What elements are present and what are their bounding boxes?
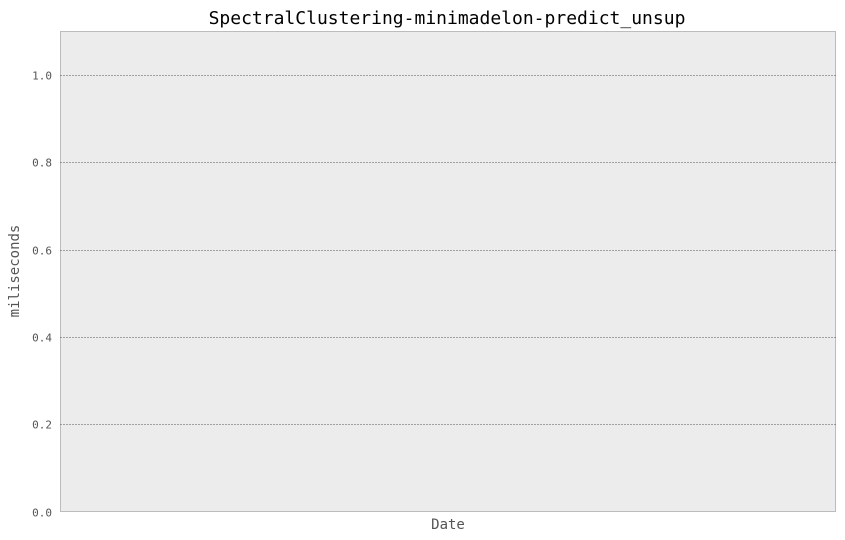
plot-area [60, 31, 836, 512]
y-tick-label: 0.2 [32, 419, 52, 432]
y-tick-label: 0.8 [32, 157, 52, 170]
y-axis-label: miliseconds [7, 225, 23, 318]
y-tick-label: 0.0 [32, 507, 52, 520]
y-tick-label: 1.0 [32, 70, 52, 83]
y-axis-ticks: 0.0 0.2 0.4 0.6 0.8 1.0 [32, 70, 52, 520]
chart-title: SpectralClustering-minimadelon-predict_u… [209, 8, 686, 29]
y-tick-label: 0.4 [32, 332, 52, 345]
y-tick-label: 0.6 [32, 245, 52, 258]
gridlines [60, 75, 836, 425]
x-axis-label: Date [431, 517, 465, 533]
